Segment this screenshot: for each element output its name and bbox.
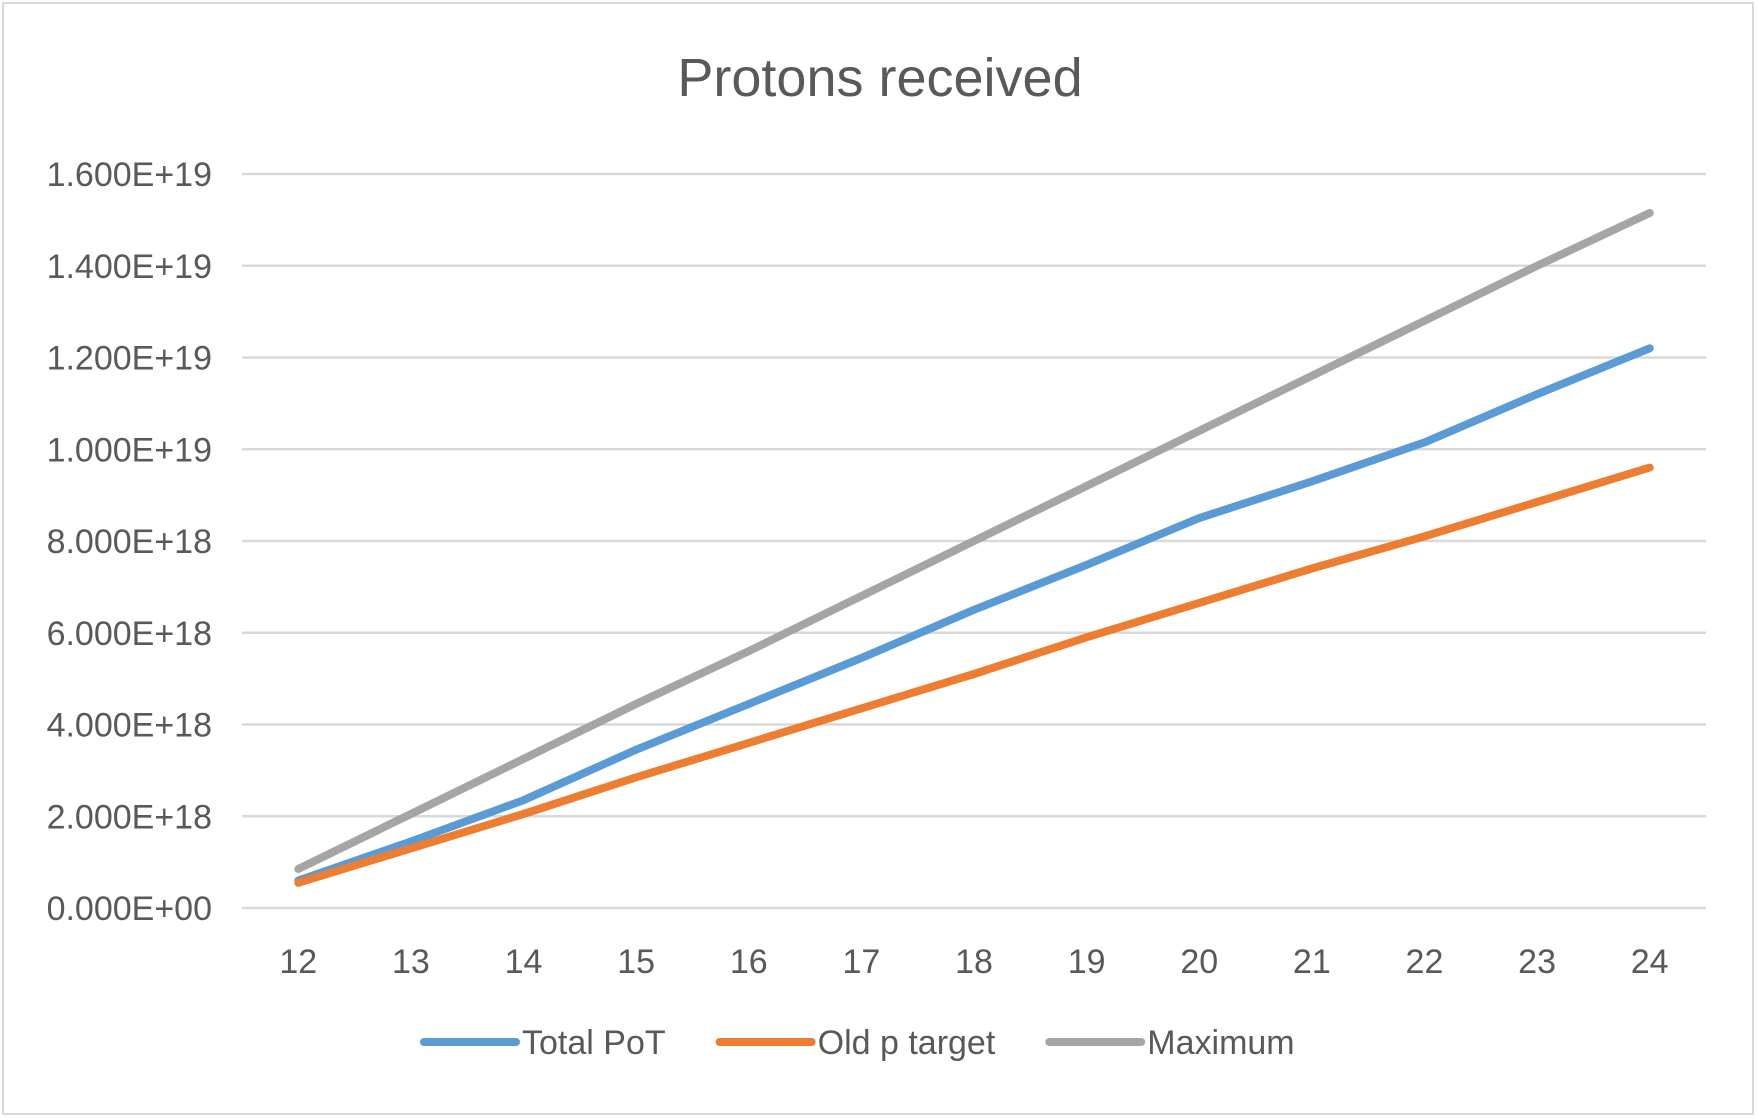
x-tick-label: 17 [842,943,880,981]
x-tick-label: 13 [392,943,430,981]
legend: Total PoT Old p target Maximum [420,1024,1295,1062]
legend-label: Total PoT [522,1024,666,1062]
y-tick-label: 4.000E+18 [47,707,212,745]
series-line-maximum [294,209,1654,873]
y-tick-label: 0.000E+00 [47,890,212,928]
y-tick-label: 2.000E+18 [47,798,212,836]
x-tick-label: 24 [1631,943,1669,981]
x-tick-label: 16 [730,943,768,981]
series-line-old-p-target [294,463,1654,887]
y-tick-label: 6.000E+18 [47,615,212,653]
x-tick-label: 23 [1518,943,1556,981]
series-line-total-pot [294,344,1654,885]
legend-label: Maximum [1147,1024,1294,1062]
chart-title: Protons received [677,48,1082,108]
y-tick-label: 8.000E+18 [47,523,212,561]
series-lines [294,209,1654,887]
x-tick-label: 21 [1293,943,1331,981]
x-tick-label: 19 [1068,943,1106,981]
y-axis-ticks: 0.000E+00 2.000E+18 4.000E+18 6.000E+18 8.00… [47,156,212,928]
y-tick-label: 1.000E+19 [47,431,212,469]
line-chart: Protons received 0.000E+00 2.000E+18 4.000… [47,48,1706,1062]
x-tick-label: 20 [1180,943,1218,981]
x-tick-label: 12 [279,943,317,981]
x-tick-label: 22 [1406,943,1444,981]
x-tick-label: 14 [505,943,543,981]
y-tick-label: 1.600E+19 [47,156,212,194]
legend-label: Old p target [818,1024,996,1062]
x-axis-ticks: 12 13 14 15 16 17 18 19 20 21 22 23 24 [279,943,1668,981]
y-tick-label: 1.200E+19 [47,340,212,378]
y-tick-label: 1.400E+19 [47,248,212,286]
x-tick-label: 18 [955,943,993,981]
x-tick-label: 15 [617,943,655,981]
